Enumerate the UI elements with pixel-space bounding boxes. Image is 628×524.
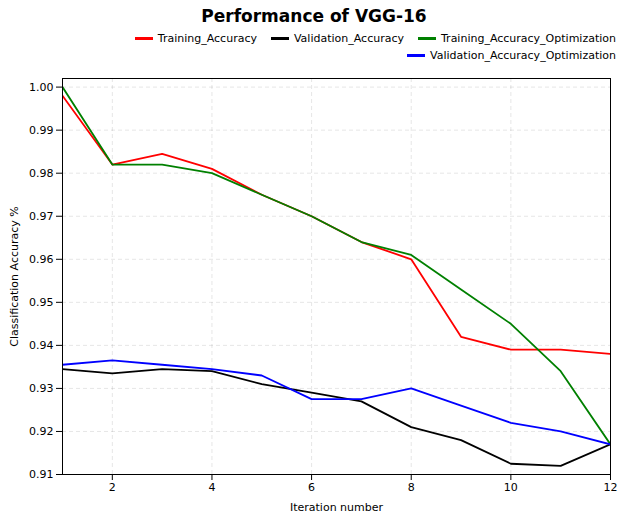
svg-text:8: 8 — [408, 481, 415, 494]
svg-text:0.91: 0.91 — [29, 468, 54, 481]
svg-text:0.94: 0.94 — [29, 339, 54, 352]
svg-text:0.98: 0.98 — [29, 167, 54, 180]
svg-text:6: 6 — [308, 481, 315, 494]
svg-text:0.96: 0.96 — [29, 253, 54, 266]
svg-text:2: 2 — [109, 481, 116, 494]
html-text:Validation_Accuracy: Validation_Accuracy — [294, 32, 404, 45]
svg-text:Iteration number: Iteration number — [290, 501, 384, 514]
svg-text:4: 4 — [208, 481, 215, 494]
svg-text:0.92: 0.92 — [29, 425, 54, 438]
html-text:Performance of VGG-16: Performance of VGG-16 — [201, 6, 427, 26]
svg-text:0.95: 0.95 — [29, 296, 54, 309]
html-text:Validation_Accuracy_Optimizati: Validation_Accuracy_Optimization — [430, 49, 616, 62]
svg-text:0.97: 0.97 — [29, 210, 54, 223]
svg-text:10: 10 — [504, 481, 518, 494]
svg-text:0.99: 0.99 — [29, 124, 54, 137]
html-text:Training_Accuracy: Training_Accuracy — [157, 32, 257, 45]
svg-text:12: 12 — [604, 481, 618, 494]
svg-text:1.00: 1.00 — [29, 81, 54, 94]
svg-text:Classification Accuracy %: Classification Accuracy % — [8, 206, 21, 346]
svg-text:0.93: 0.93 — [29, 382, 54, 395]
html-text:Training_Accuracy_Optimization: Training_Accuracy_Optimization — [441, 32, 616, 45]
